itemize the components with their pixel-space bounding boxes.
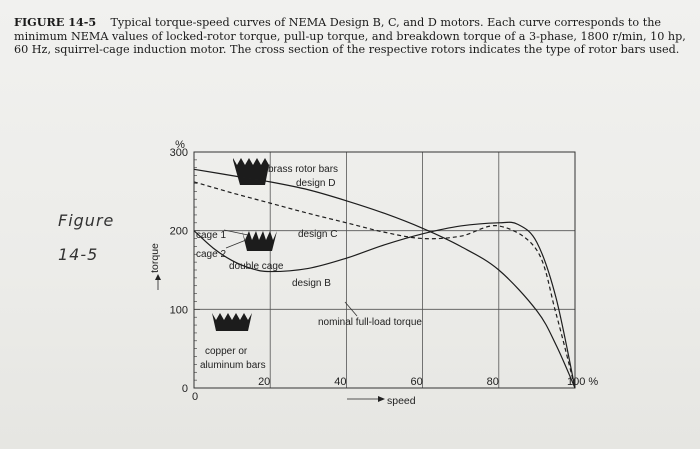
nominal-leader	[344, 301, 358, 317]
y-tick-label: 0	[182, 383, 188, 395]
figure-label: FIGURE 14-5	[14, 15, 97, 29]
annotation-copper-1: copper or	[205, 346, 248, 357]
x-tick-label: 0	[192, 391, 198, 403]
annotation-design-b: design B	[292, 278, 331, 289]
x-tick-label: 80	[487, 376, 499, 388]
annotation-design-c: design C	[298, 229, 337, 240]
brass-rotor-icon	[233, 158, 269, 185]
annotation-nominal: nominal full-load torque	[318, 317, 422, 328]
annotation-double-cage: double cage	[229, 261, 284, 272]
x-tick-label: 60	[410, 376, 422, 388]
y-tick-label: 100	[170, 304, 188, 316]
annotation-copper-2: aluminum bars	[200, 360, 266, 371]
caption-text: Typical torque-speed curves of NEMA Desi…	[14, 16, 686, 56]
plot-frame	[193, 151, 576, 389]
handwritten-line-1: Figure	[58, 211, 115, 230]
handwritten-note: Figure 14-5	[58, 204, 114, 272]
copper-rotor-icon	[212, 313, 252, 331]
y-axis-arrowhead	[155, 274, 161, 280]
curves	[193, 168, 576, 389]
y-tick-label: 200	[170, 226, 188, 238]
series-design-d	[193, 168, 576, 389]
x-tick-label: 20	[258, 376, 270, 388]
y-axis-label: torque	[149, 243, 161, 273]
annotation-cage1: cage 1	[196, 230, 226, 241]
annotation-cage2: cage 2	[196, 249, 226, 260]
double-cage-rotor-icon	[242, 231, 277, 251]
series-design-b	[193, 221, 576, 389]
y-tick-label: 300	[170, 147, 188, 159]
cage2-leader	[225, 239, 247, 249]
x-axis-arrowhead	[378, 396, 385, 402]
series-design-c	[193, 181, 576, 389]
figure-caption: FIGURE 14-5 Typical torque-speed curves …	[14, 15, 690, 57]
x-axis-label: speed	[387, 395, 416, 407]
plot-frame-rect	[193, 151, 576, 389]
x-tick-label: 40	[334, 376, 346, 388]
ticks: 0 100 200 300 0 20 40 60 80 100 %	[170, 147, 599, 403]
grid	[194, 151, 575, 389]
annotation-brass: brass rotor bars	[268, 164, 338, 175]
y-axis-unit: %	[175, 139, 185, 151]
cage1-leader	[223, 229, 249, 236]
annotation-design-d: design D	[296, 178, 335, 189]
handwritten-line-2: 14-5	[58, 245, 99, 264]
x-tick-label: 100 %	[567, 376, 598, 388]
